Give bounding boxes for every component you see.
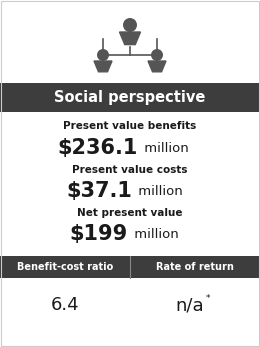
Polygon shape: [94, 61, 112, 72]
Text: million: million: [130, 228, 179, 240]
Text: $236.1: $236.1: [58, 138, 138, 158]
Text: Present value benefits: Present value benefits: [63, 121, 197, 131]
FancyBboxPatch shape: [0, 256, 260, 278]
Text: Present value costs: Present value costs: [72, 165, 188, 175]
Circle shape: [123, 18, 137, 32]
Text: million: million: [134, 185, 183, 197]
Circle shape: [151, 49, 163, 61]
Text: $199: $199: [70, 224, 128, 244]
Text: n/a: n/a: [176, 296, 204, 314]
Text: $37.1: $37.1: [66, 181, 132, 201]
Text: million: million: [140, 142, 189, 154]
Polygon shape: [148, 61, 166, 72]
Polygon shape: [120, 32, 140, 45]
Text: Rate of return: Rate of return: [156, 262, 234, 272]
Text: 6.4: 6.4: [51, 296, 79, 314]
Text: Net present value: Net present value: [77, 208, 183, 218]
Text: Social perspective: Social perspective: [54, 90, 206, 105]
Text: Benefit-cost ratio: Benefit-cost ratio: [17, 262, 113, 272]
Text: *: *: [206, 294, 210, 303]
Circle shape: [97, 49, 109, 61]
FancyBboxPatch shape: [0, 83, 260, 112]
